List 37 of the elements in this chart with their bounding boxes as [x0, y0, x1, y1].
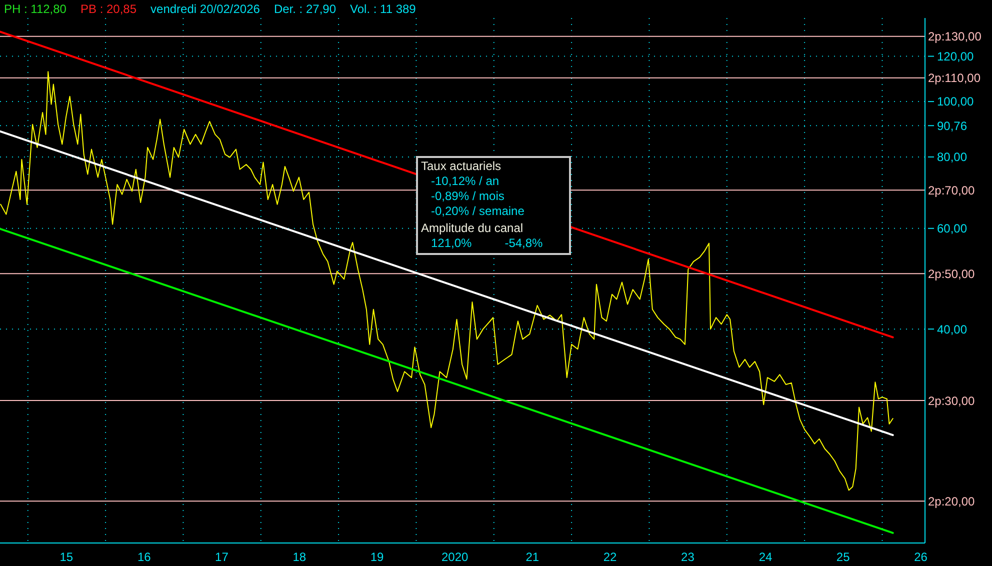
x-tick-label: 22 — [603, 550, 618, 564]
x-tick-label: 26 — [914, 550, 928, 564]
annotation: -54,8% — [504, 236, 543, 251]
annotation: -10,12% / an — [431, 174, 500, 189]
x-tick-label: 15 — [60, 550, 74, 564]
text: Vol. : 11 389 — [350, 2, 416, 16]
annotation: -0,20% / semaine — [431, 204, 524, 219]
ref-line-label: 2p:50,00 — [928, 266, 976, 281]
annotation: -0,89% / mois — [431, 189, 504, 204]
ref-line-label: 2p:110,00 — [928, 71, 981, 86]
x-tick-label: 23 — [681, 550, 695, 564]
x-tick-label: 19 — [370, 550, 384, 564]
y-tick-label: 40,00 — [937, 322, 968, 336]
x-tick-label: 25 — [836, 550, 850, 564]
x-tick-label: 16 — [137, 550, 152, 564]
y-tick-label: 100,00 — [937, 94, 974, 109]
ref-line-label: 2p:30,00 — [928, 394, 976, 408]
x-tick-label: 24 — [758, 550, 773, 564]
text: PH : 112,80 — [4, 2, 66, 16]
ref-line-label: 2p:130,00 — [928, 30, 982, 44]
x-tick-label: 21 — [526, 550, 540, 564]
ref-line-label: 2p:20,00 — [928, 494, 976, 508]
y-tick-label: 80,00 — [937, 150, 968, 164]
annotation: Amplitude du canal — [421, 221, 524, 236]
text: vendredi 20/02/2026 — [150, 2, 260, 16]
line-series — [0, 71, 894, 491]
x-tick-label: 2020 — [441, 550, 469, 564]
ref-line-label: 2p:70,00 — [928, 183, 976, 198]
y-tick-label: 60,00 — [937, 222, 968, 236]
x-tick-label: 17 — [215, 550, 229, 564]
y-tick-label: 90,76 — [937, 118, 968, 133]
text: PB : 20,85 — [80, 2, 137, 16]
y-tick-label: 120,00 — [937, 49, 974, 64]
annotation: 121,0% — [431, 236, 472, 251]
x-tick-label: 18 — [292, 550, 306, 564]
annotation: Taux actuariels — [421, 159, 502, 174]
text: Der. : 27,90 — [274, 2, 336, 16]
